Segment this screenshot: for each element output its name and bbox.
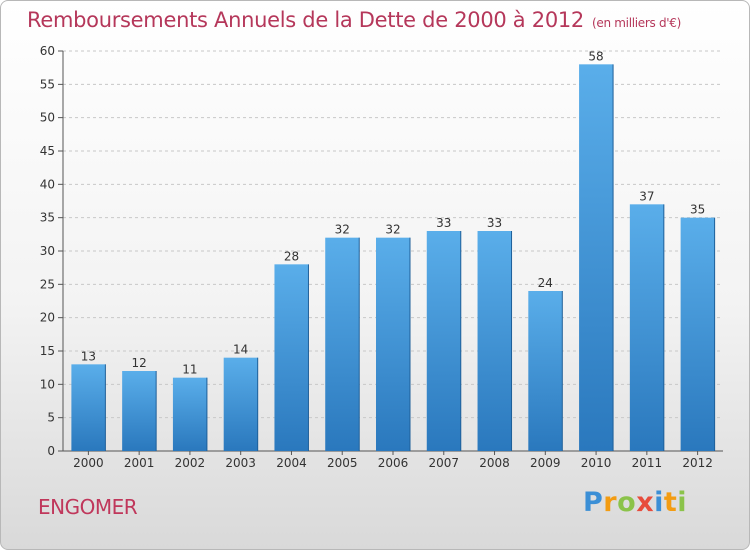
labels: 0 5 10 15 20 25 30 35 40 45 50 55 60 13 2000 12 2001 11 20… bbox=[40, 44, 713, 470]
x-tick-label-2001: 2001 bbox=[124, 456, 155, 470]
y-tick-label: 10 bbox=[40, 377, 55, 391]
value-label-2003: 14 bbox=[233, 343, 248, 357]
proxiti-logo: Proxiti bbox=[583, 487, 687, 518]
value-label-2006: 32 bbox=[385, 223, 400, 237]
chart-title-text: Remboursements Annuels de la Dette de 20… bbox=[27, 8, 584, 32]
bar-2004 bbox=[274, 264, 309, 451]
logo-letter: o bbox=[617, 487, 637, 518]
x-tick-label-2003: 2003 bbox=[225, 456, 256, 470]
x-tick-label-2009: 2009 bbox=[530, 456, 561, 470]
x-tick-label-2002: 2002 bbox=[175, 456, 206, 470]
y-tick-label: 5 bbox=[47, 411, 55, 425]
bars bbox=[71, 64, 716, 452]
bar-2003 bbox=[223, 357, 258, 451]
value-label-2009: 24 bbox=[538, 276, 553, 290]
y-tick-label: 30 bbox=[40, 244, 55, 258]
logo-letter: t bbox=[663, 487, 678, 518]
x-tick-label-2011: 2011 bbox=[632, 456, 663, 470]
value-label-2010: 58 bbox=[588, 49, 603, 63]
x-tick-label-2012: 2012 bbox=[682, 456, 713, 470]
y-tick-label: 0 bbox=[47, 444, 55, 458]
bar-2000 bbox=[71, 364, 106, 451]
y-tick-label: 20 bbox=[40, 311, 55, 325]
value-label-2008: 33 bbox=[487, 216, 502, 230]
bar-2005 bbox=[325, 237, 360, 451]
bar-2007 bbox=[426, 231, 461, 451]
value-label-2002: 11 bbox=[182, 363, 197, 377]
y-tick-label: 15 bbox=[40, 344, 55, 358]
logo-letter: x bbox=[636, 487, 655, 518]
bar-2002 bbox=[172, 377, 207, 451]
bar-2006 bbox=[376, 237, 410, 451]
y-tick-label: 55 bbox=[40, 77, 55, 91]
bar-2010 bbox=[579, 64, 614, 452]
bar-2008 bbox=[477, 231, 512, 451]
logo-letter: P bbox=[583, 487, 604, 518]
chart-title: Remboursements Annuels de la Dette de 20… bbox=[27, 8, 681, 32]
value-label-2005: 32 bbox=[335, 223, 350, 237]
logo-letter: r bbox=[603, 487, 618, 518]
y-tick-label: 45 bbox=[40, 144, 55, 158]
logo-letter: i bbox=[677, 487, 688, 518]
x-tick-label-2000: 2000 bbox=[73, 456, 104, 470]
y-tick-label: 60 bbox=[40, 44, 55, 58]
value-label-2011: 37 bbox=[639, 189, 654, 203]
bar-2011 bbox=[629, 204, 664, 451]
bar-2009 bbox=[528, 291, 563, 451]
bar-2001 bbox=[122, 371, 157, 451]
value-label-2012: 35 bbox=[690, 203, 705, 217]
value-label-2001: 12 bbox=[132, 356, 147, 370]
logo-letter: i bbox=[654, 487, 664, 518]
y-tick-label: 35 bbox=[40, 211, 55, 225]
x-tick-label-2007: 2007 bbox=[428, 456, 459, 470]
y-tick-label: 50 bbox=[40, 111, 55, 125]
x-tick-label-2006: 2006 bbox=[378, 456, 409, 470]
y-tick-label: 25 bbox=[40, 277, 55, 291]
bar-2012 bbox=[680, 217, 715, 451]
commune-name: ENGOMER bbox=[38, 495, 138, 519]
y-tick-label: 40 bbox=[40, 177, 55, 191]
x-tick-label-2010: 2010 bbox=[581, 456, 612, 470]
value-label-2007: 33 bbox=[436, 216, 451, 230]
x-tick-label-2008: 2008 bbox=[479, 456, 510, 470]
value-label-2004: 28 bbox=[284, 249, 299, 263]
chart-unit: (en milliers d'€) bbox=[592, 16, 682, 30]
x-tick-label-2004: 2004 bbox=[276, 456, 307, 470]
x-tick-label-2005: 2005 bbox=[327, 456, 358, 470]
value-label-2000: 13 bbox=[81, 349, 96, 363]
